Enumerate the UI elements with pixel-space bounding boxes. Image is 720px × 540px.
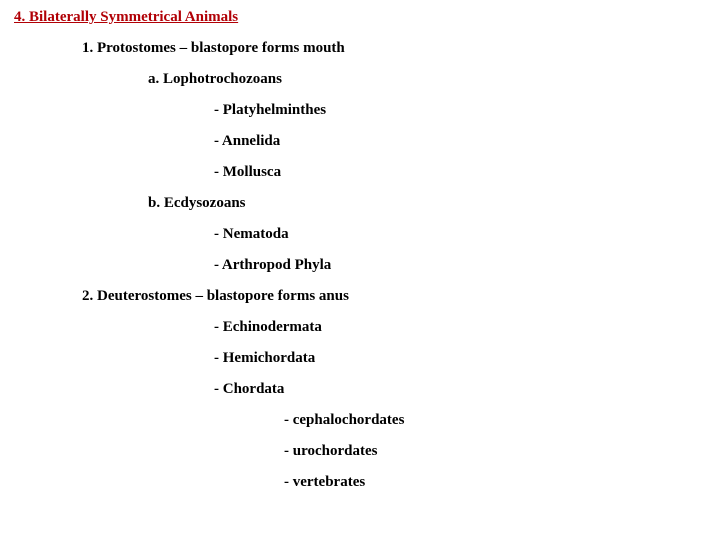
outline-item-ecdysozoans: b. Ecdysozoans	[148, 196, 706, 211]
outline-item-echinodermata: - Echinodermata	[214, 320, 706, 335]
outline-title: 4. Bilaterally Symmetrical Animals	[14, 10, 706, 25]
outline-item-nematoda: - Nematoda	[214, 227, 706, 242]
outline-item-arthropod: - Arthropod Phyla	[214, 258, 706, 273]
outline-item-deuterostomes: 2. Deuterostomes – blastopore forms anus	[82, 289, 706, 304]
outline-item-platyhelminthes: - Platyhelminthes	[214, 103, 706, 118]
outline-item-chordata: - Chordata	[214, 382, 706, 397]
outline-item-vertebrates: - vertebrates	[284, 475, 706, 490]
outline-item-mollusca: - Mollusca	[214, 165, 706, 180]
outline-item-protostomes: 1. Protostomes – blastopore forms mouth	[82, 41, 706, 56]
outline-item-annelida: - Annelida	[214, 134, 706, 149]
outline-item-cephalochordates: - cephalochordates	[284, 413, 706, 428]
outline-item-lophotrochozoans: a. Lophotrochozoans	[148, 72, 706, 87]
outline-item-urochordates: - urochordates	[284, 444, 706, 459]
outline-item-hemichordata: - Hemichordata	[214, 351, 706, 366]
